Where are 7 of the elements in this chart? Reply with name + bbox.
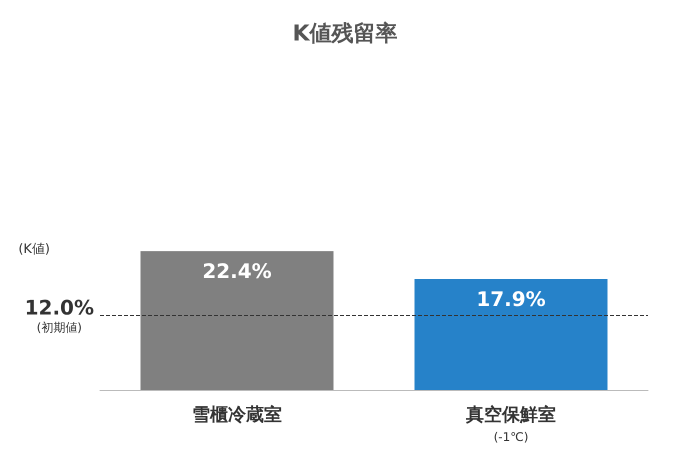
- data-label: 22.4%: [202, 259, 272, 284]
- data-label: 17.9%: [476, 287, 546, 312]
- y-axis-title: (K値): [18, 242, 50, 257]
- x-tick-label: 雪櫃冷蔵室: [192, 404, 282, 426]
- chart-title: K値残留率: [292, 20, 398, 46]
- x-tick-label: 真空保鮮室 (-1℃): [465, 404, 556, 444]
- ref-line-label: 12.0% (初期値): [24, 296, 94, 335]
